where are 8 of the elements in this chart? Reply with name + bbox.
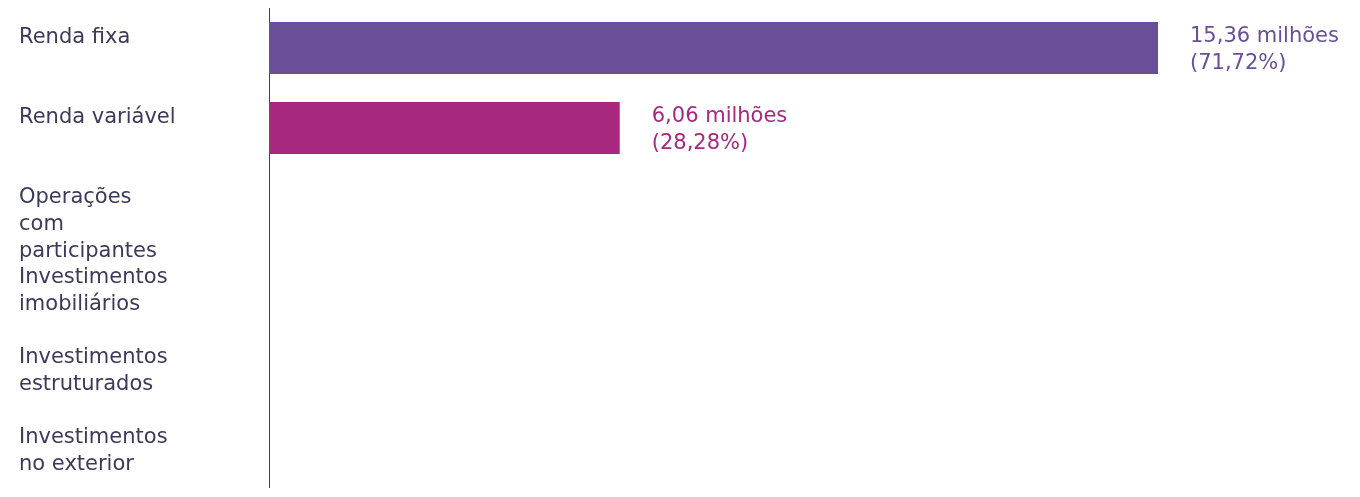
y-tick-label: Operações com participantes [19,183,157,262]
data-label: 6,06 milhões (28,28%) [651,102,788,154]
data-label: 15,36 milhões (71,72%) [1190,22,1339,74]
y-tick-label: Investimentos estruturados [19,343,175,395]
y-tick-label: Investimentos imobiliários [19,263,175,315]
y-tick-label: Investimentos no exterior [19,423,175,475]
y-tick-label: Renda fixa [19,23,131,48]
y-tick-label: Renda variável [19,103,176,128]
